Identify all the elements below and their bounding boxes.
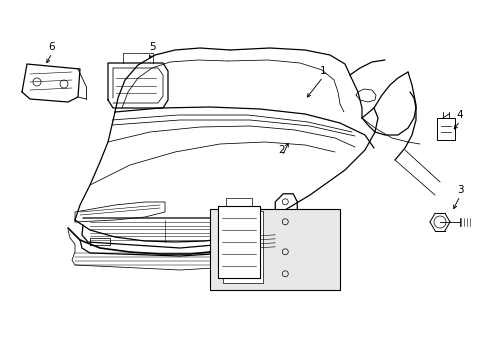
Text: 4: 4 [456,110,462,120]
Text: 6: 6 [49,42,55,52]
Bar [223,211,263,283]
Bar [436,118,454,140]
Bar [210,209,339,290]
Text: 1: 1 [319,66,325,76]
Text: 2: 2 [278,145,285,155]
Bar [218,206,260,278]
Text: 5: 5 [148,42,155,52]
Text: 3: 3 [456,185,462,195]
